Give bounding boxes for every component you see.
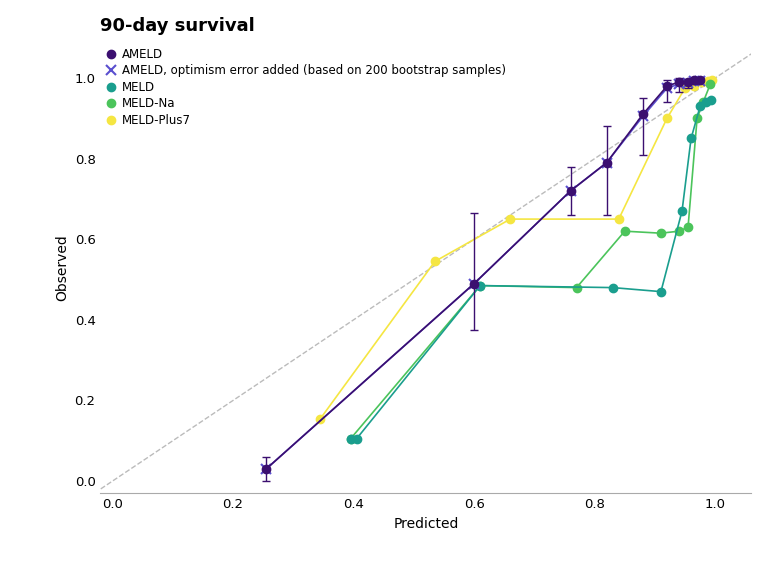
X-axis label: Predicted: Predicted — [393, 517, 458, 530]
Y-axis label: Observed: Observed — [55, 234, 69, 301]
Text: 90-day survival: 90-day survival — [101, 17, 255, 35]
Legend: AMELD, AMELD, optimism error added (based on 200 bootstrap samples), MELD, MELD-: AMELD, AMELD, optimism error added (base… — [107, 48, 506, 127]
